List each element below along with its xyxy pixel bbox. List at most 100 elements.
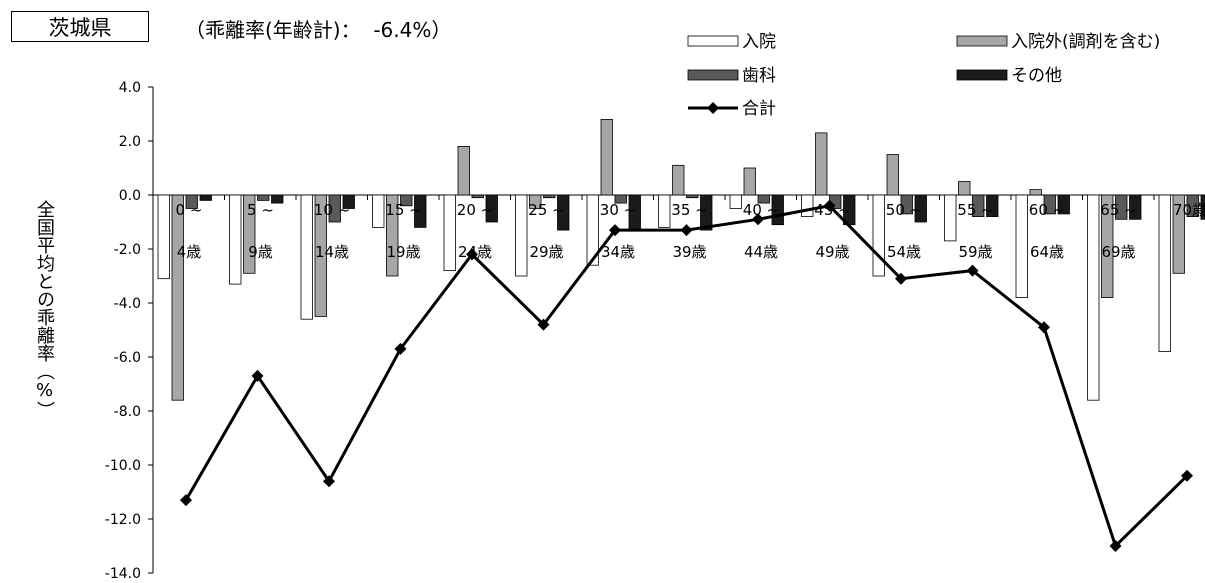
y-axis-title: 全国平均との乖離率（%）: [34, 200, 55, 419]
category-label-bottom: 24歳: [458, 243, 492, 261]
bar-1-5: [515, 194, 528, 277]
chart-subtitle: （乖離率(年齢計)： -6.4%）: [185, 18, 452, 42]
bar-2-12: [1029, 189, 1042, 196]
axes: 4.0 2.0 0.0 -2.0 -4.0 -6.0 -8.0 -10.0 -12.0 -14.0: [105, 80, 1205, 582]
bar-3-14: [1186, 194, 1199, 218]
total-point-9: [823, 199, 836, 212]
bar-1-4: [443, 194, 456, 271]
category-label-top: 15 ~: [385, 201, 421, 219]
total-point-11: [966, 264, 979, 277]
bar-3-4: [471, 194, 484, 199]
category-label-top: 70歳: [1173, 201, 1205, 219]
total-line: [180, 199, 1193, 552]
bar-2-11: [958, 181, 971, 196]
category-label-bottom: 44歳: [744, 243, 778, 261]
total-point-14: [1181, 469, 1193, 482]
bar-3-0: [185, 194, 198, 209]
bar-1-12: [1015, 194, 1028, 298]
category-label-bottom: 54歳: [887, 243, 921, 261]
legend-swatch-0: [687, 35, 739, 47]
bar-2-7: [672, 164, 685, 196]
bar-3-6: [614, 194, 627, 204]
y-tick-label: -10.0: [105, 458, 141, 474]
bar-4-8: [771, 194, 784, 226]
legend-label-4: 合計: [742, 99, 776, 119]
total-point-2: [323, 475, 335, 488]
bar-1-9: [801, 194, 814, 218]
bar-4-4: [485, 194, 498, 223]
y-tick-label: -6.0: [114, 350, 141, 366]
bar-4-2: [342, 194, 355, 209]
category-label-bottom: 29歳: [529, 243, 563, 261]
bar-2-6: [600, 119, 613, 196]
bar-4-1: [271, 194, 284, 204]
bar-2-13: [1101, 194, 1114, 298]
bar-1-11: [944, 194, 957, 242]
bar-2-4: [457, 145, 470, 196]
bar-3-13: [1115, 194, 1128, 220]
bar-4-13: [1129, 194, 1142, 220]
bar-3-1: [257, 194, 270, 201]
total-point-12: [1038, 321, 1050, 334]
y-tick-label: 4.0: [119, 80, 141, 96]
bar-1-13: [1087, 194, 1100, 401]
total-point-1: [251, 369, 264, 382]
y-tick-label: -4.0: [114, 296, 141, 312]
bar-4-10: [914, 194, 927, 223]
bar-4-3: [414, 194, 427, 228]
category-label-top: 45 ~: [814, 201, 850, 219]
category-label-top: 50 ~: [886, 201, 922, 219]
bar-2-1: [243, 194, 256, 274]
bar-2-2: [314, 194, 327, 317]
bar-2-3: [386, 194, 399, 277]
total-point-0: [180, 494, 192, 507]
y-tick-label: -2.0: [114, 242, 141, 258]
category-label-bottom: 39歳: [672, 243, 706, 261]
category-label-top: 30 ~: [600, 201, 636, 219]
total-point-6: [609, 224, 621, 237]
bar-4-5: [557, 194, 570, 231]
bar-4-14: [1200, 194, 1205, 220]
y-tick-label: 0.0: [119, 188, 141, 204]
category-label-bottom: 34歳: [601, 243, 635, 261]
prefecture-label: 茨城県: [11, 11, 149, 42]
bar-2-8: [743, 167, 756, 196]
bar-2-0: [171, 194, 184, 401]
bar-3-2: [328, 194, 341, 223]
category-label-bottom: 19歳: [386, 243, 420, 261]
bars: [157, 119, 1205, 401]
bar-1-10: [872, 194, 885, 277]
category-label-bottom: 49歳: [815, 243, 849, 261]
bar-4-11: [986, 194, 999, 218]
bar-1-1: [229, 194, 242, 285]
total-point-5: [537, 318, 550, 331]
total-point-4: [466, 248, 478, 261]
bar-3-7: [686, 194, 699, 199]
bar-1-14: [1158, 194, 1171, 353]
category-labels: 0 ~ 4歳 5 ~ 9歳 10 ~ 14歳 15 ~ 19歳 20 ~ 24歳 25 ~ 29歳 30…: [176, 201, 1205, 261]
category-label-bottom: 69歳: [1101, 243, 1135, 261]
legend-swatch-3: [956, 69, 1008, 81]
bar-1-3: [372, 194, 385, 228]
y-tick-label: 2.0: [119, 134, 141, 150]
legend-swatch-1: [956, 35, 1008, 47]
category-label-bottom: 9歳: [248, 243, 273, 261]
bar-3-11: [972, 194, 985, 218]
category-label-top: 60 ~: [1029, 201, 1065, 219]
bar-4-0: [199, 194, 212, 201]
category-label-top: 0 ~: [176, 201, 203, 219]
bar-1-8: [729, 194, 742, 209]
category-label-bottom: 4歳: [177, 243, 202, 261]
bar-2-5: [529, 194, 542, 209]
legend-label-0: 入院: [742, 32, 776, 52]
legend-label-3: その他: [1011, 66, 1062, 86]
category-label-top: 5 ~: [247, 201, 274, 219]
bar-1-7: [658, 194, 671, 228]
category-label-top: 25 ~: [528, 201, 564, 219]
total-point-7: [680, 224, 693, 237]
bar-3-5: [543, 194, 556, 199]
legend-swatch-marker: [707, 102, 719, 114]
category-label-top: 40 ~: [743, 201, 779, 219]
